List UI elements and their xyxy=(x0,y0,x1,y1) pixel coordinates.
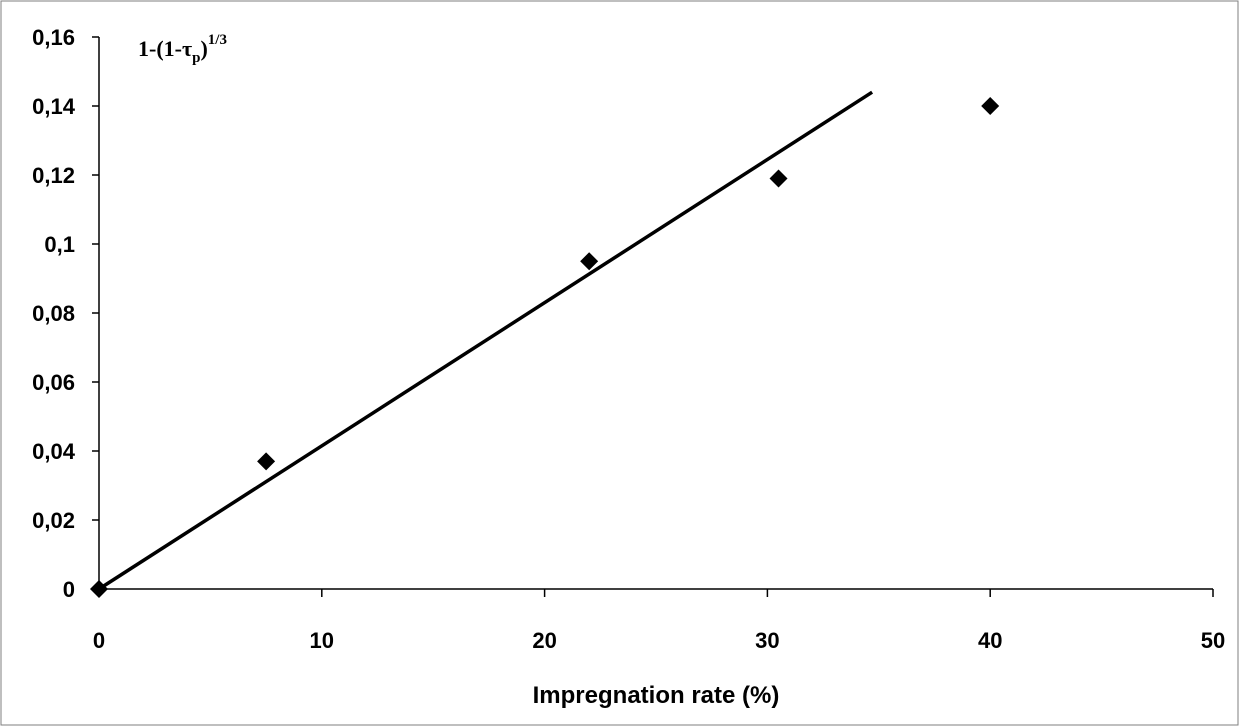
x-tick-label: 50 xyxy=(1201,628,1225,653)
x-axis-label: Impregnation rate (%) xyxy=(533,682,780,709)
trendline xyxy=(98,90,874,591)
y-tick-label: 0,16 xyxy=(32,25,75,50)
y-ticks-group: 0 0,02 0,04 0,06 0,08 0,1 0,12 0,14 0,16 xyxy=(32,25,99,602)
x-tick-label: 30 xyxy=(755,628,779,653)
x-tick-label: 0 xyxy=(93,628,105,653)
y-tick-label: 0,02 xyxy=(32,508,75,533)
x-ticks-group: 0 10 20 30 40 50 xyxy=(93,589,1225,653)
y-tick-label: 0,04 xyxy=(32,439,76,464)
data-point xyxy=(769,169,788,188)
y-tick-label: 0,06 xyxy=(32,370,75,395)
data-point xyxy=(90,580,108,598)
data-point xyxy=(981,97,1000,115)
y-tick-label: 0 xyxy=(63,577,75,602)
y-tick-label: 0,08 xyxy=(32,301,75,326)
data-point xyxy=(257,452,276,471)
y-tick-label: 0,12 xyxy=(32,163,75,188)
x-tick-label: 20 xyxy=(532,628,556,653)
y-tick-label: 0,1 xyxy=(44,232,75,257)
data-points-group xyxy=(90,97,1000,598)
trendline-group xyxy=(98,90,874,591)
x-tick-label: 10 xyxy=(310,628,334,653)
y-axis-label: 1-(1-τp)1/3 xyxy=(138,32,227,66)
x-tick-label: 40 xyxy=(978,628,1002,653)
data-point xyxy=(580,252,599,271)
y-tick-label: 0,14 xyxy=(32,94,76,119)
